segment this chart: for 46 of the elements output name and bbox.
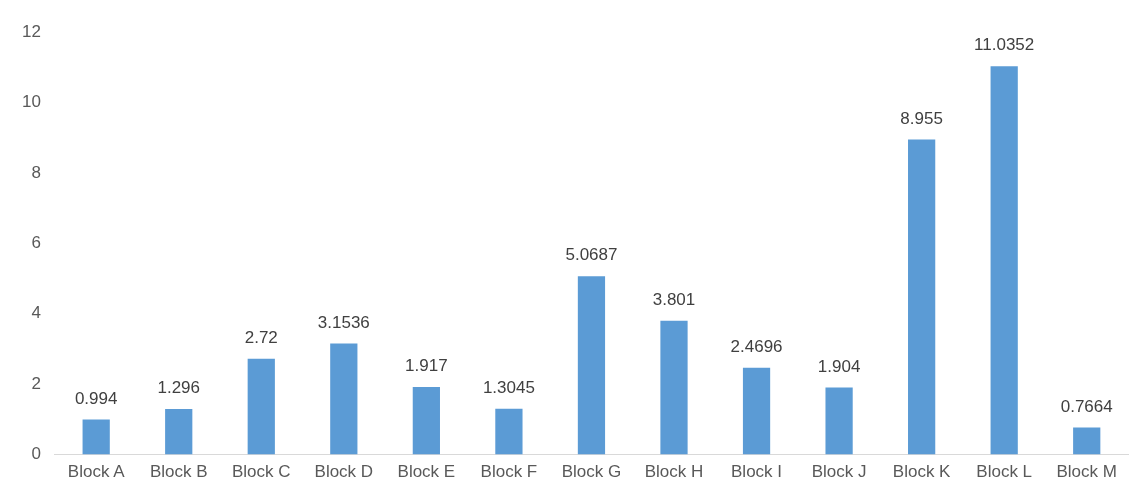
- y-tick-label: 6: [31, 233, 41, 253]
- x-tick-label: Block G: [561, 462, 622, 482]
- data-label: 1.917: [405, 356, 448, 376]
- data-label: 3.1536: [317, 312, 370, 332]
- bar: [165, 408, 193, 455]
- x-tick-label: Block K: [892, 462, 952, 482]
- y-tick-label: 2: [31, 373, 41, 393]
- x-tick-label: Block L: [976, 462, 1033, 482]
- bar: [82, 419, 110, 455]
- bar: [908, 139, 936, 455]
- y-tick-label: 8: [31, 162, 41, 182]
- data-label: 11.0352: [974, 35, 1035, 55]
- y-tick-label: 4: [31, 303, 41, 323]
- x-tick-label: Block H: [644, 462, 704, 482]
- data-label: 1.296: [157, 378, 200, 398]
- x-tick-label: Block B: [149, 462, 208, 482]
- data-label: 8.955: [900, 108, 943, 128]
- y-tick-label: 10: [21, 92, 41, 112]
- x-tick-label: Block E: [397, 462, 456, 482]
- bar: [577, 276, 606, 455]
- y-tick-label: 12: [21, 21, 41, 41]
- bar: [247, 358, 275, 455]
- bar: [330, 343, 358, 455]
- bar: [990, 66, 1018, 455]
- bar: [1073, 427, 1101, 455]
- x-tick-label: Block A: [67, 462, 126, 482]
- x-tick-label: Block F: [480, 462, 538, 482]
- data-label: 3.801: [652, 289, 696, 309]
- x-tick-label: Block C: [231, 462, 291, 482]
- data-label: 1.904: [817, 356, 861, 376]
- data-label: 2.4696: [730, 336, 783, 356]
- bar: [742, 367, 771, 455]
- bar: [495, 408, 523, 455]
- x-tick-label: Block M: [1056, 462, 1117, 482]
- bar: [825, 387, 853, 455]
- y-tick-label: 0: [31, 444, 41, 464]
- x-tick-label: Block I: [731, 462, 783, 482]
- data-label: 1.3045: [482, 377, 535, 397]
- data-label: 0.7664: [1060, 396, 1113, 416]
- bar: [660, 320, 688, 455]
- x-tick-label: Block D: [314, 462, 374, 482]
- bar: [412, 387, 440, 455]
- x-tick-label: Block J: [811, 462, 867, 482]
- data-label: 5.0687: [565, 245, 618, 265]
- data-label: 0.994: [74, 388, 118, 408]
- data-label: 2.72: [244, 328, 278, 348]
